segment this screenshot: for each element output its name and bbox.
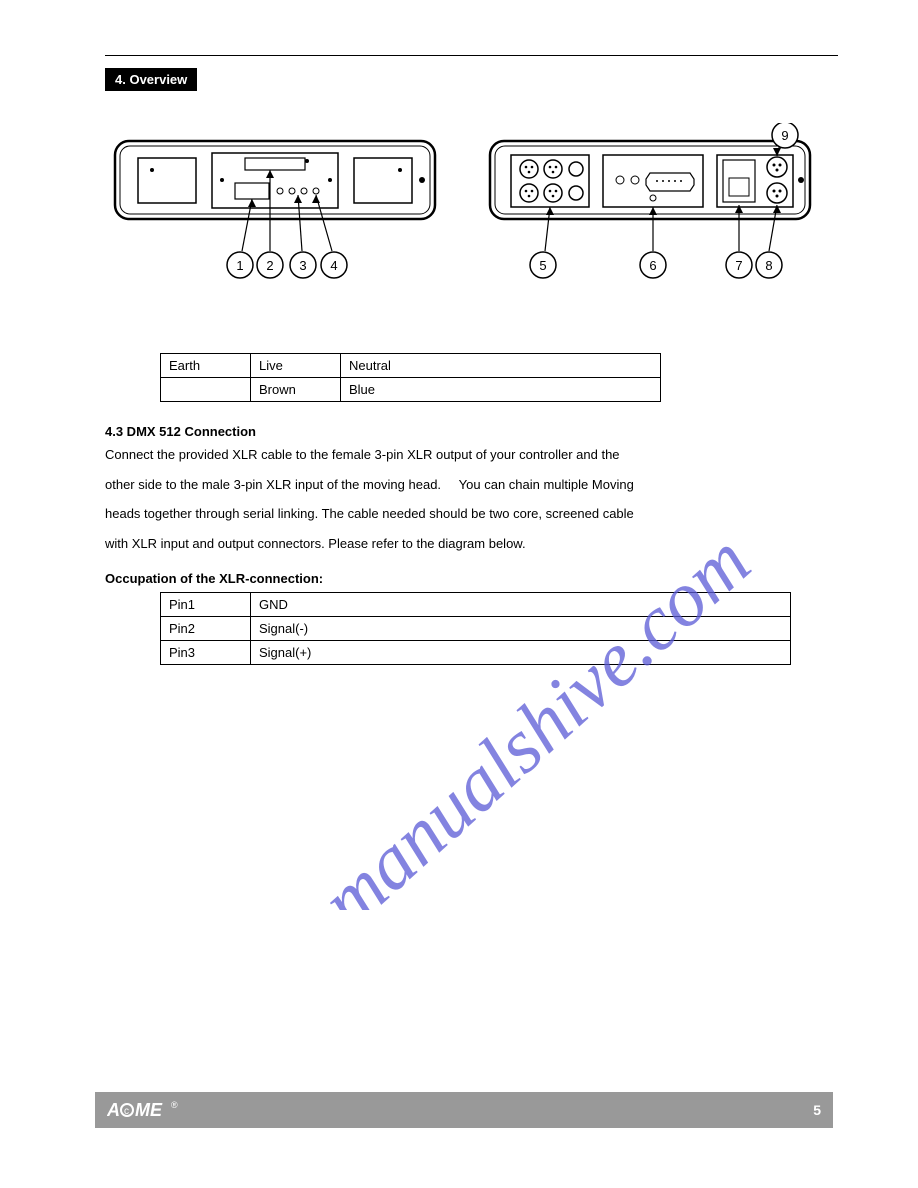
page-number: 5 — [813, 1102, 821, 1118]
dmx-para-2: other side to the male 3-pin XLR input o… — [105, 475, 838, 495]
heading-occupation: Occupation of the XLR-connection: — [105, 571, 838, 586]
callout-8: 8 — [765, 258, 772, 273]
dmx-para-2a: other side to the male 3-pin XLR input o… — [105, 477, 441, 492]
section-label: 4. Overview — [105, 68, 197, 91]
t2-r1c2: GND — [251, 593, 791, 617]
t2-r2c2: Signal(-) — [251, 617, 791, 641]
callout-4: 4 — [330, 258, 337, 273]
t2-r3c1: Pin3 — [161, 641, 251, 665]
brand-logo: A c ME ® — [107, 1098, 197, 1122]
t1-r1c1 — [161, 378, 251, 402]
callout-5: 5 — [539, 258, 546, 273]
t1-h2: Live — [251, 354, 341, 378]
diagram-front-panel: 1 2 3 4 — [110, 123, 440, 303]
t2-r3c2: Signal(+) — [251, 641, 791, 665]
svg-text:A: A — [107, 1100, 120, 1120]
t1-r1c3: Blue — [341, 378, 661, 402]
xlr-pinout-table: Pin1 GND Pin2 Signal(-) Pin3 Signal(+) — [160, 592, 791, 665]
diagram-rear-panel: 9 5 6 7 8 — [485, 123, 815, 303]
dmx-para-2b: You can chain multiple Moving — [459, 477, 634, 492]
callout-3: 3 — [299, 258, 306, 273]
callout-1: 1 — [236, 258, 243, 273]
t1-r1c2: Brown — [251, 378, 341, 402]
callout-9: 9 — [781, 128, 788, 143]
overview-diagrams: 1 2 3 4 — [110, 123, 838, 303]
earth-live-neutral-table: Earth Live Neutral Brown Blue — [160, 353, 661, 402]
callout-2: 2 — [266, 258, 273, 273]
svg-text:®: ® — [171, 1100, 178, 1110]
dmx-para-3: heads together through serial linking. T… — [105, 504, 838, 524]
svg-text:ME: ME — [135, 1100, 163, 1120]
t2-r1c1: Pin1 — [161, 593, 251, 617]
heading-dmx512: 4.3 DMX 512 Connection — [105, 424, 838, 439]
dmx-para-1: Connect the provided XLR cable to the fe… — [105, 445, 838, 465]
page-footer: A c ME ® 5 — [95, 1092, 833, 1128]
t1-h3: Neutral — [341, 354, 661, 378]
callout-7: 7 — [735, 258, 742, 273]
svg-text:c: c — [124, 1106, 129, 1117]
t2-r2c1: Pin2 — [161, 617, 251, 641]
callout-6: 6 — [649, 258, 656, 273]
t1-h1: Earth — [161, 354, 251, 378]
dmx-para-4: with XLR input and output connectors. Pl… — [105, 534, 838, 554]
